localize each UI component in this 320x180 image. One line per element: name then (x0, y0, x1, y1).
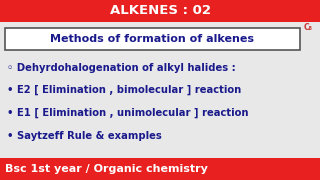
Text: • E2 [ Elimination , bimolecular ] reaction: • E2 [ Elimination , bimolecular ] react… (7, 85, 241, 95)
Text: Bsc 1st year / Organic chemistry: Bsc 1st year / Organic chemistry (5, 164, 208, 174)
Text: • E1 [ Elimination , unimolecular ] reaction: • E1 [ Elimination , unimolecular ] reac… (7, 108, 249, 118)
Text: C₈: C₈ (304, 24, 312, 33)
Text: ALKENES : 02: ALKENES : 02 (109, 4, 211, 17)
Text: ◦ Dehyrdohalogenation of alkyl halides :: ◦ Dehyrdohalogenation of alkyl halides : (7, 63, 236, 73)
Text: • Saytzeff Rule & examples: • Saytzeff Rule & examples (7, 131, 162, 141)
Bar (0, 0, 320, 22)
Text: Methods of formation of alkenes: Methods of formation of alkenes (50, 34, 254, 44)
Bar (0, 158, 320, 180)
FancyBboxPatch shape (5, 28, 300, 50)
